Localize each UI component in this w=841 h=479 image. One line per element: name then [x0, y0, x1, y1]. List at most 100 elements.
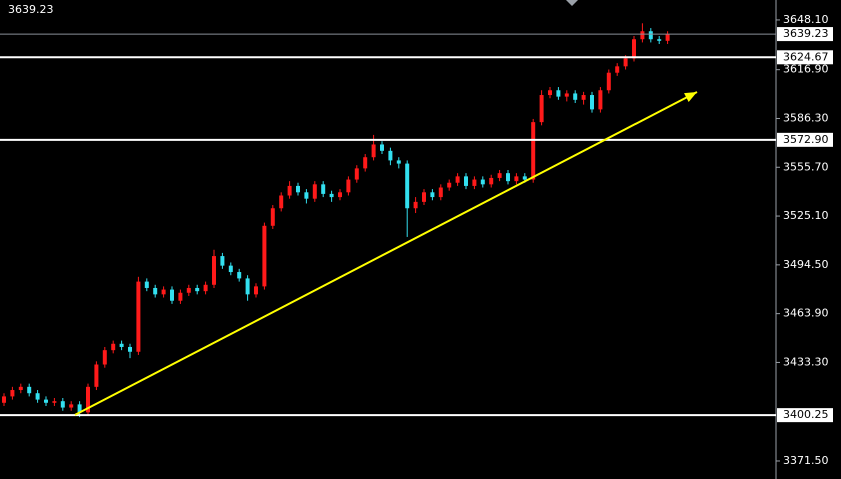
- candle-body: [77, 404, 82, 413]
- candle-body: [170, 289, 174, 301]
- candle-body: [615, 66, 620, 73]
- y-tick-label: 3555.70: [783, 160, 829, 173]
- candle-body: [18, 386, 23, 391]
- candle-body: [86, 386, 90, 413]
- candle-body: [203, 284, 208, 292]
- candle-body: [144, 281, 149, 288]
- candle-body: [212, 256, 216, 285]
- candle-body: [430, 192, 435, 198]
- candle-body: [52, 401, 57, 403]
- candle-body: [632, 39, 636, 59]
- candle-body: [304, 192, 309, 199]
- candle-body: [548, 90, 552, 96]
- price-label-box: [777, 27, 833, 42]
- candle-body: [2, 396, 6, 403]
- candle-body: [422, 192, 426, 202]
- price-label: 3639.23: [783, 27, 829, 40]
- candle-body: [254, 286, 258, 295]
- candle-body: [228, 265, 233, 273]
- y-tick-label: 3586.30: [783, 111, 829, 124]
- candle-body: [539, 95, 544, 123]
- candle-body: [287, 185, 292, 196]
- candle-body: [556, 90, 561, 97]
- candle-body: [346, 179, 351, 193]
- candle-body: [464, 176, 468, 186]
- level-label: 3572.90: [783, 133, 829, 146]
- candle-body: [195, 287, 200, 292]
- candle-body: [455, 176, 460, 183]
- trendline-arrow: [684, 92, 697, 102]
- candle-body: [178, 292, 183, 301]
- candle-body: [573, 93, 578, 100]
- candle-body: [472, 179, 477, 186]
- candle-body: [606, 72, 611, 91]
- y-tick-label: 3648.10: [783, 13, 829, 26]
- level-label-box: [777, 50, 833, 65]
- candle-body: [396, 160, 401, 164]
- candle-body: [405, 163, 410, 209]
- candle-body: [648, 31, 653, 40]
- candle-body: [497, 173, 502, 178]
- candle-body: [489, 177, 494, 185]
- candle-body: [413, 201, 418, 209]
- y-tick-label: 3494.50: [783, 258, 829, 271]
- candle-body: [380, 144, 384, 151]
- candle-body: [10, 390, 15, 397]
- candle-body: [60, 401, 65, 408]
- candle-body: [623, 58, 628, 67]
- trendline: [74, 91, 698, 416]
- candle-body: [371, 144, 376, 158]
- candle-body: [270, 208, 275, 226]
- candle-body: [354, 168, 359, 180]
- candle-body: [640, 31, 645, 40]
- candle-body: [35, 393, 40, 400]
- candle-body: [438, 187, 443, 198]
- candle-body: [69, 404, 74, 408]
- candle-body: [296, 185, 300, 193]
- candle-body: [590, 95, 594, 110]
- candle-body: [279, 195, 284, 209]
- level-label: 3400.25: [783, 408, 829, 421]
- candle-body: [27, 386, 32, 394]
- candle-body: [665, 34, 670, 41]
- candle-body: [363, 157, 368, 169]
- candle-body: [153, 287, 158, 295]
- candle-body: [522, 176, 527, 180]
- candle-body: [598, 90, 603, 110]
- candle-body: [94, 364, 99, 387]
- level-label-box: [777, 132, 833, 147]
- candle-body: [119, 343, 124, 347]
- candle-body: [111, 343, 116, 351]
- candle-body: [321, 184, 326, 194]
- candle-body: [338, 192, 342, 198]
- y-tick-label: 3463.90: [783, 307, 829, 320]
- candle-body: [388, 150, 393, 161]
- level-label: 3624.67: [783, 50, 829, 63]
- candle-body: [186, 287, 191, 293]
- candle-body: [531, 122, 536, 180]
- y-tick-label: 3616.90: [783, 63, 829, 76]
- candle-body: [102, 350, 107, 365]
- y-tick-label: 3525.10: [783, 209, 829, 222]
- y-tick-label: 3371.50: [783, 454, 829, 467]
- candle-body: [447, 182, 452, 188]
- scroll-marker: [566, 0, 578, 6]
- candle-body: [136, 281, 141, 352]
- candle-body: [506, 173, 510, 182]
- candle-body: [581, 95, 586, 100]
- level-label-box: [777, 408, 833, 423]
- candle-body: [161, 289, 166, 295]
- candle-body: [44, 399, 48, 403]
- y-tick-label: 3433.30: [783, 355, 829, 368]
- candle-body: [657, 39, 662, 41]
- candle-body: [514, 176, 519, 182]
- candle-body: [262, 225, 267, 287]
- candle-body: [480, 179, 485, 185]
- candle-body: [237, 272, 242, 279]
- candle-body: [245, 278, 250, 295]
- candle-body: [220, 256, 225, 266]
- candle-body: [312, 184, 317, 199]
- candle-body: [564, 93, 569, 97]
